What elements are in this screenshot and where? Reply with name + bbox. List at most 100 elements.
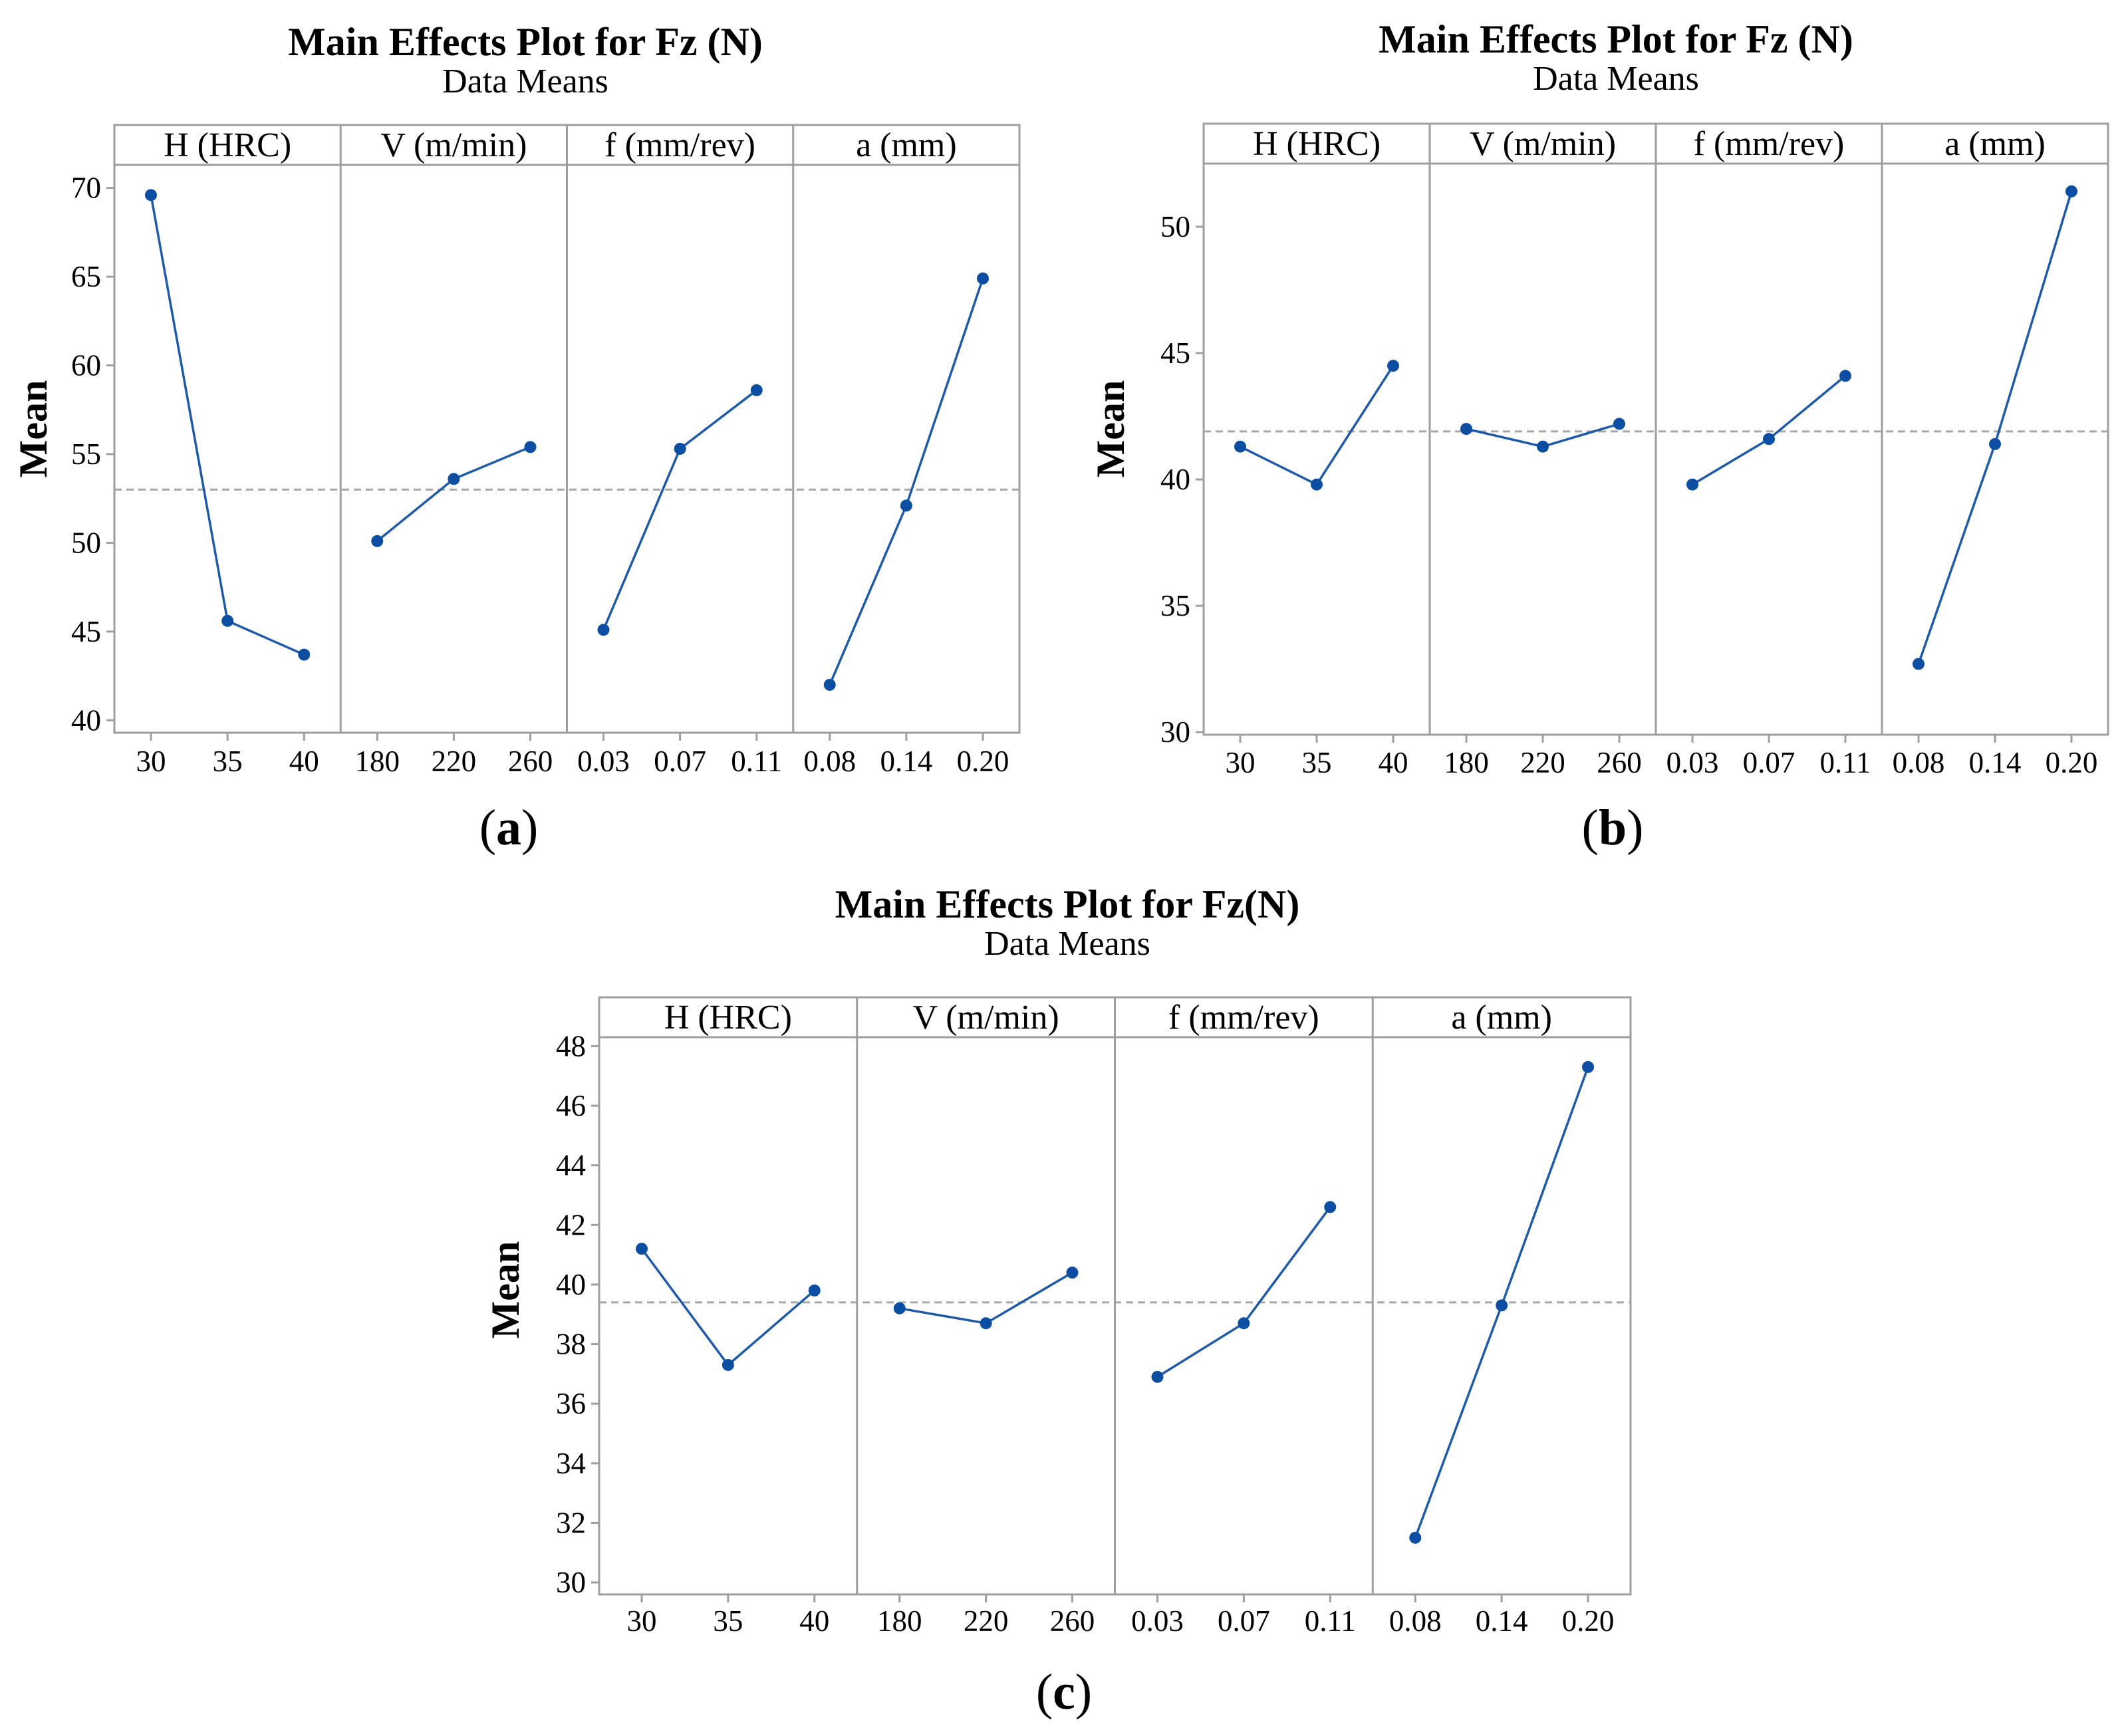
panel-label-close-paren: ) [1627,800,1643,856]
x-tick-label: 40 [1379,746,1408,779]
facet-label: V (m/min) [1470,125,1616,163]
panel-label-close-paren: ) [1075,1664,1092,1720]
facet-label: f (mm/rev) [1168,999,1319,1037]
data-point [893,1302,906,1314]
x-tick-label: 260 [1050,1604,1095,1638]
data-point [1409,1531,1422,1544]
series-line [1156,1206,1331,1378]
data-point [298,648,311,661]
series-line [150,195,305,656]
panel-label-open-paren: ( [1582,800,1599,856]
facet-label: H (HRC) [1253,125,1381,163]
chart-title: Main Effects Plot for Fz (N) [288,20,763,64]
x-tick-label: 0.07 [654,745,706,778]
panel-label: (b) [1582,800,1644,856]
y-axis-label: Mean [1089,380,1132,478]
data-point [1066,1267,1079,1279]
x-tick-label: 35 [713,1604,743,1638]
x-tick-label: 30 [1226,746,1256,779]
y-tick-label: 40 [1160,463,1190,496]
facet-label: f (mm/rev) [1694,125,1845,163]
data-point [1686,478,1698,491]
x-tick-label: 40 [799,1604,829,1638]
facet-label: H (HRC) [164,126,291,164]
y-tick-label: 45 [71,615,101,648]
x-tick-label: 0.14 [880,745,933,778]
x-tick-label: 40 [289,745,319,778]
x-tick-label: 0.07 [1218,1604,1270,1638]
data-point [636,1243,648,1255]
data-point [1151,1370,1164,1383]
x-tick-label: 0.07 [1743,746,1795,779]
data-point [1613,418,1625,430]
y-tick-label: 60 [71,349,101,382]
data-point [1989,437,2001,450]
y-tick-label: 55 [71,437,101,471]
y-tick-label: 42 [556,1208,586,1241]
x-tick-label: 0.20 [1562,1604,1615,1638]
x-tick-label: 0.08 [1389,1604,1442,1638]
chart-subtitle: Data Means [984,925,1150,963]
y-tick-label: 30 [1160,715,1190,749]
x-tick-label: 180 [877,1604,922,1638]
series-line [1917,191,2073,665]
facet-label: V (m/min) [380,126,527,164]
data-point [2065,185,2077,197]
data-point [371,535,384,547]
facet-label: f (mm/rev) [604,126,755,164]
series-line [1240,365,1395,486]
chart-panel-a: Main Effects Plot for Fz (N)Data Means Me… [11,20,1021,856]
x-tick-label: 260 [1597,746,1642,779]
facet-label: a (mm) [1944,125,2046,163]
x-tick-label: 0.11 [1305,1604,1356,1638]
series-line [899,1271,1073,1325]
x-tick-label: 30 [136,745,166,778]
y-axis-label: Mean [483,1241,527,1339]
data-point [1839,370,1851,382]
data-point [823,678,836,691]
series-line [1692,374,1847,486]
y-tick-label: 44 [556,1149,586,1182]
y-tick-label: 34 [556,1447,586,1480]
chart-subtitle: Data Means [442,62,608,100]
y-tick-label: 70 [71,172,101,205]
x-tick-label: 0.20 [2046,746,2098,779]
y-tick-label: 32 [556,1506,586,1539]
y-axis-label: Mean [11,380,55,478]
panel-label-letter: a [496,800,521,856]
x-tick-label: 180 [1444,746,1489,779]
data-point [980,1317,992,1330]
x-tick-label: 0.11 [731,745,782,778]
y-tick-label: 40 [556,1268,586,1301]
data-point [900,499,912,512]
x-tick-label: 0.11 [1819,746,1871,779]
data-point [1311,478,1323,491]
panel-label-close-paren: ) [521,800,538,856]
y-tick-label: 65 [71,260,101,293]
data-point [750,384,763,396]
data-point [597,624,610,636]
data-point [1238,1317,1250,1330]
x-tick-label: 0.03 [1131,1604,1184,1638]
panel-label: (c) [1036,1664,1092,1720]
y-tick-label: 45 [1160,336,1190,370]
panel-label: (a) [479,800,539,856]
chart-title: Main Effects Plot for Fz(N) [835,882,1300,926]
facet-label: a (mm) [1451,999,1552,1037]
chart-title: Main Effects Plot for Fz (N) [1379,17,1853,61]
x-tick-label: 0.08 [803,745,856,778]
chart-panel-b: Main Effects Plot for Fz (N)Data Means Me… [1089,17,2109,856]
x-tick-label: 35 [213,745,243,778]
y-tick-label: 46 [556,1089,586,1122]
data-point [1496,1299,1508,1312]
y-tick-label: 38 [556,1328,586,1361]
data-point [448,473,460,485]
x-tick-label: 220 [964,1604,1009,1638]
x-tick-label: 220 [432,745,477,778]
data-point [808,1284,821,1297]
chart-subtitle: Data Means [1533,60,1699,98]
x-tick-label: 35 [1302,746,1332,779]
series-line [602,389,757,630]
panel-label-letter: c [1053,1664,1075,1720]
panel-label-open-paren: ( [1036,1664,1053,1720]
